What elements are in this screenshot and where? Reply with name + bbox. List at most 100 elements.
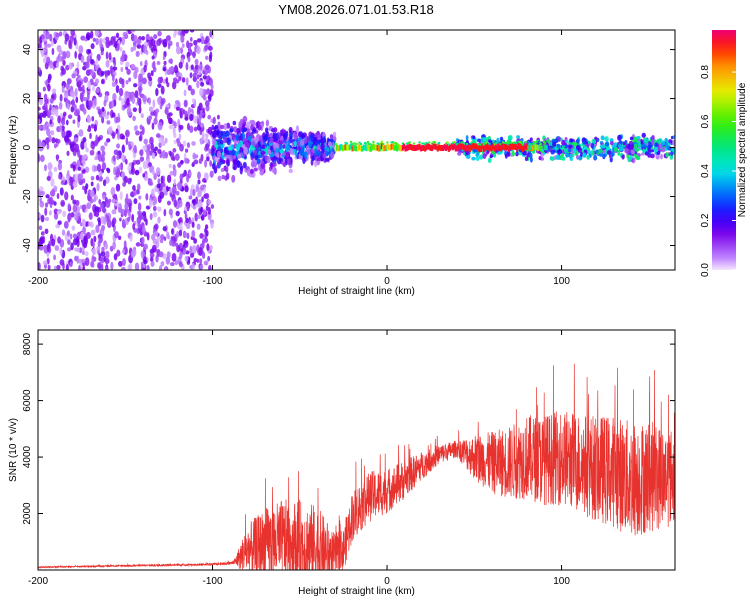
- spectrogram-blob: [82, 266, 86, 270]
- spectrogram-blob: [196, 46, 201, 55]
- spectrogram-band: [478, 143, 481, 146]
- spectrogram-blob: [54, 245, 60, 251]
- spectrogram-band: [383, 145, 386, 152]
- spectrogram-blob: [61, 229, 66, 236]
- spectrogram-blob: [644, 151, 649, 156]
- spectrogram-blob: [199, 258, 203, 265]
- spectrogram-blob: [89, 149, 95, 156]
- spectrogram-band: [485, 144, 488, 150]
- spectrogram-band: [340, 143, 343, 150]
- spectrogram-blob: [98, 219, 102, 227]
- x-tick-label: -100: [203, 576, 223, 587]
- spectrogram-blob: [643, 137, 649, 144]
- spectrogram-blob: [140, 250, 145, 259]
- spectrogram-blob: [529, 152, 533, 159]
- spectrogram-blob: [90, 176, 95, 181]
- spectrogram-blob: [82, 96, 88, 102]
- spectrogram-blob: [151, 234, 156, 241]
- spectrogram-blob: [653, 146, 659, 153]
- spectrogram-blob: [44, 164, 47, 172]
- spectrogram-blob: [100, 250, 106, 257]
- spectrogram-blob: [141, 236, 145, 246]
- spectrogram-blob: [254, 136, 258, 144]
- spectrogram-blob: [201, 196, 204, 203]
- spectrogram-blob: [100, 51, 104, 56]
- spectrogram-blob: [641, 132, 646, 138]
- spectrogram-blob: [198, 247, 203, 257]
- spectrogram-band: [527, 145, 530, 152]
- spectrogram-band: [528, 145, 531, 152]
- spectrogram-blob: [173, 178, 177, 186]
- spectrogram-blob: [283, 132, 288, 141]
- spectrogram-blob: [42, 57, 47, 64]
- spectrogram-blob: [316, 157, 321, 162]
- spectrogram-blob: [222, 159, 226, 164]
- spectrogram-blob: [66, 78, 72, 85]
- spectrogram-blob: [93, 165, 98, 172]
- spectrogram-blob: [85, 231, 91, 239]
- spectrogram-blob: [280, 129, 284, 135]
- spectrogram-blob: [253, 167, 258, 172]
- spectrogram-blob: [70, 30, 74, 35]
- spectrogram-blob: [660, 153, 663, 160]
- spectrogram-blob: [38, 140, 42, 149]
- spectrogram-band: [344, 141, 347, 144]
- spectrogram-blob: [181, 77, 186, 83]
- spectrogram-blob: [149, 213, 153, 221]
- spectrogram-blob: [187, 56, 191, 63]
- spectrogram-blob: [95, 58, 99, 67]
- spectrogram-blob: [465, 154, 471, 159]
- spectrogram-blob: [159, 265, 163, 270]
- spectrogram-blob: [296, 141, 301, 147]
- spectrogram-blob: [57, 220, 62, 225]
- spectrogram-blob: [650, 153, 655, 159]
- spectrogram-blob: [164, 106, 168, 115]
- spectrogram-band: [539, 145, 543, 152]
- spectrogram-blob: [168, 208, 173, 216]
- spectrogram-blob: [189, 125, 194, 133]
- spectrogram-blob: [43, 102, 48, 110]
- spectrogram-band: [407, 144, 410, 151]
- spectrogram-blob: [53, 265, 58, 270]
- spectrogram-band: [544, 141, 547, 144]
- spectrogram-blob: [308, 140, 312, 148]
- spectrogram-blob: [179, 143, 184, 152]
- spectrogram-blob: [47, 75, 51, 84]
- spectrogram-blob: [279, 149, 285, 154]
- spectrogram-blob: [190, 188, 193, 197]
- spectrogram-blob: [101, 246, 105, 252]
- spectrogram-blob: [199, 264, 204, 270]
- spectrogram-blob: [175, 242, 179, 248]
- spectrogram-blob: [174, 64, 178, 71]
- spectrogram-blob: [457, 151, 462, 156]
- spectrogram-band: [535, 144, 538, 151]
- spectrogram-band: [513, 143, 516, 150]
- spectrogram-blob: [569, 157, 573, 162]
- spectrogram-blob: [193, 126, 198, 132]
- spectrogram-blob: [207, 45, 213, 51]
- spectrogram-band: [337, 145, 340, 152]
- spectrogram-blob: [648, 151, 652, 156]
- spectrogram-blob: [133, 35, 138, 45]
- spectrogram-blob: [51, 188, 56, 197]
- y-tick-label: 6000: [22, 389, 33, 412]
- spectrogram-blob: [556, 144, 561, 149]
- spectrogram-blob: [303, 139, 308, 144]
- spectrogram-blob: [206, 76, 210, 82]
- spectrogram-blob: [123, 54, 128, 60]
- spectrogram-blob: [172, 148, 177, 153]
- spectrogram-band: [468, 146, 471, 152]
- spectrogram-blob: [38, 112, 44, 118]
- spectrogram-blob: [185, 217, 189, 224]
- spectrogram-blob: [61, 68, 67, 75]
- spectrogram-blob: [47, 162, 53, 171]
- spectrogram-band: [424, 145, 427, 152]
- spectrogram-band: [492, 141, 495, 144]
- spectrogram-blob: [121, 135, 126, 140]
- spectrogram-band: [442, 145, 445, 152]
- spectrogram-blob: [38, 186, 44, 192]
- spectrogram-blob: [73, 137, 79, 143]
- spectrogram-band: [444, 145, 448, 151]
- spectrogram-blob: [216, 114, 220, 120]
- spectrogram-blob: [672, 135, 675, 139]
